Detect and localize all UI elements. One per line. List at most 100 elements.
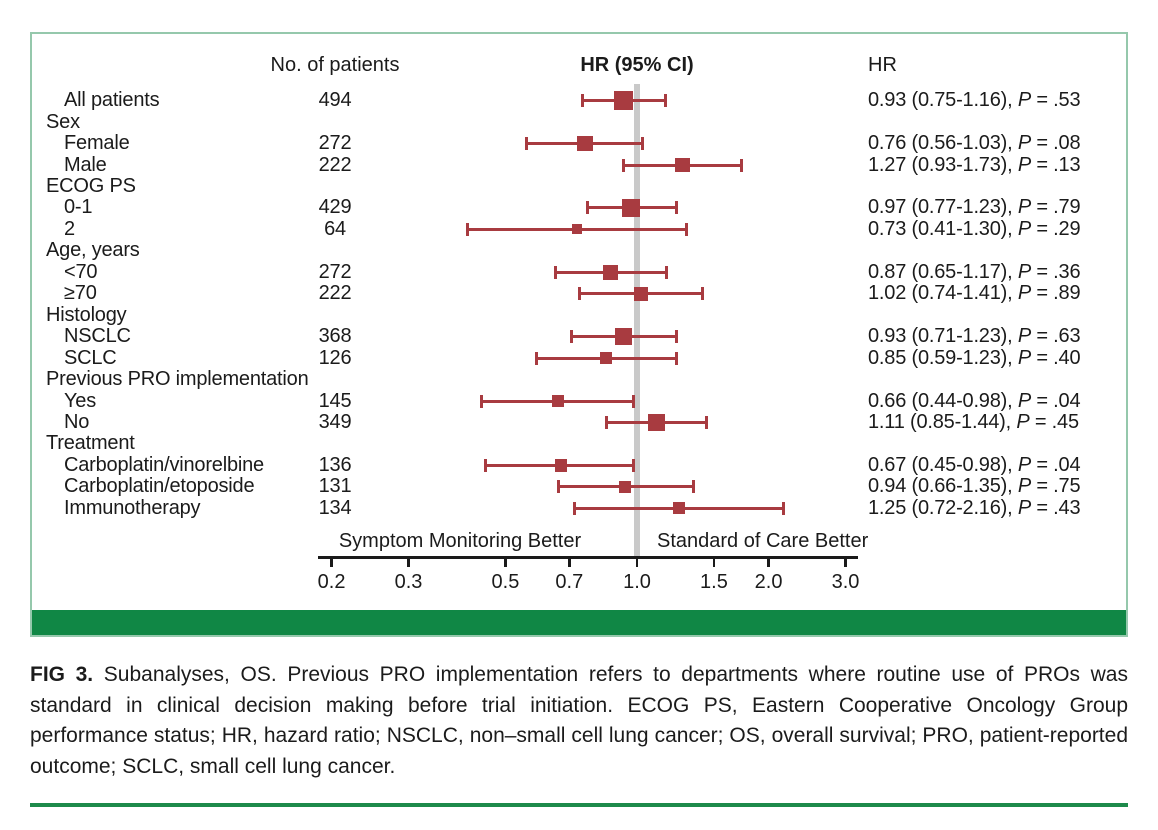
row-patient-count: 222	[318, 153, 352, 176]
ci-cap-right	[631, 458, 635, 472]
row-label: NSCLC	[64, 325, 131, 348]
row-patient-count: 131	[318, 475, 352, 498]
row-hr-text: 0.73 (0.41-1.30), P = .29	[868, 217, 1081, 240]
row-hr-text: 0.66 (0.44-0.98), P = .04	[868, 389, 1081, 412]
x-axis-tick-label: 0.2	[317, 571, 346, 593]
row-patient-count: 126	[318, 346, 352, 369]
hr-square	[622, 198, 641, 217]
ci-cap-left	[479, 394, 483, 408]
row-hr-text: 0.85 (0.59-1.23), P = .40	[868, 346, 1081, 369]
ci-cap-left	[580, 94, 584, 108]
x-axis-tick	[635, 559, 639, 567]
ci-cap-right	[692, 480, 696, 494]
ci-cap-right	[674, 330, 678, 344]
patients-column-header: No. of patients	[270, 54, 400, 76]
row-hr-text: 1.27 (0.93-1.73), P = .13	[868, 153, 1081, 176]
hr-square	[614, 328, 632, 346]
row-patient-count: 272	[318, 260, 352, 283]
x-axis-tick-label: 0.7	[555, 571, 584, 593]
row-patient-count: 494	[318, 89, 352, 112]
row-patient-count: 272	[318, 132, 352, 155]
row-group-label: Age, years	[46, 239, 140, 262]
ci-cap-right	[665, 265, 669, 279]
hr-square	[648, 414, 666, 431]
row-group-label: Sex	[46, 110, 80, 133]
row-patient-count: 222	[318, 282, 352, 305]
ci-cap-right	[631, 394, 635, 408]
row-patient-count: 368	[318, 325, 352, 348]
row-hr-text: 0.76 (0.56-1.03), P = .08	[868, 132, 1081, 155]
row-hr-text: 0.94 (0.66-1.35), P = .75	[868, 475, 1081, 498]
row-patient-count: 64	[324, 217, 346, 240]
panel-footer-bar	[32, 610, 1126, 635]
row-label: Carboplatin/etoposide	[64, 475, 255, 498]
x-axis-tick	[330, 559, 333, 567]
bottom-rule	[30, 803, 1128, 807]
x-axis-tick-label: 0.5	[491, 571, 520, 593]
row-label: SCLC	[64, 346, 117, 369]
ci-cap-left	[621, 158, 625, 172]
row-label: Yes	[64, 389, 97, 412]
row-hr-text: 1.25 (0.72-2.16), P = .43	[868, 496, 1081, 519]
row-label: No	[64, 410, 90, 433]
row-hr-text: 0.87 (0.65-1.17), P = .36	[868, 260, 1081, 283]
ci-cap-left	[553, 265, 557, 279]
reference-line	[634, 84, 640, 557]
left-direction-label: Symptom Monitoring Better	[338, 530, 582, 552]
ci-cap-left	[578, 287, 582, 301]
row-patient-count: 429	[318, 196, 352, 219]
ci-cap-left	[525, 137, 529, 151]
ci-cap-left	[535, 351, 539, 365]
ci-cap-right	[663, 94, 667, 108]
row-label: Male	[64, 153, 107, 176]
x-axis-tick-label: 0.3	[394, 571, 423, 593]
row-patient-count: 145	[318, 389, 352, 412]
row-hr-text: 1.02 (0.74-1.41), P = .89	[868, 282, 1081, 305]
x-axis-tick-label: 2.0	[754, 571, 783, 593]
row-patient-count: 349	[318, 410, 352, 433]
row-hr-text: 0.93 (0.71-1.23), P = .63	[868, 325, 1081, 348]
ci-cap-left	[604, 415, 608, 429]
hr-column-header: HR	[868, 54, 897, 76]
hr-square	[577, 135, 593, 152]
ci-cap-left	[573, 501, 577, 515]
ci-cap-right	[641, 137, 645, 151]
row-patient-count: 136	[318, 453, 352, 476]
ci-cap-right	[739, 158, 743, 172]
x-axis-tick	[504, 559, 507, 567]
x-axis-tick-label: 1.0	[623, 571, 651, 593]
row-label: Female	[64, 132, 130, 155]
ci-cap-left	[585, 201, 589, 215]
row-label: Immunotherapy	[64, 496, 201, 519]
x-axis-tick-label: 1.5	[700, 571, 728, 593]
row-group-label: Previous PRO implementation	[46, 368, 309, 391]
plot-column-header: HR (95% CI)	[580, 54, 694, 76]
hr-square	[551, 394, 565, 408]
caption-text: Subanalyses, OS. Previous PRO implementa…	[30, 663, 1128, 778]
ci-cap-left	[570, 330, 574, 344]
row-label: 0-1	[64, 196, 93, 219]
row-label: 2	[64, 217, 75, 240]
ci-cap-right	[674, 351, 678, 365]
caption-label: FIG 3.	[30, 663, 94, 686]
ci-cap-right	[674, 201, 678, 215]
right-direction-label: Standard of Care Better	[657, 530, 869, 552]
figure-panel	[30, 32, 1128, 637]
x-axis-tick	[767, 559, 770, 567]
hr-square	[572, 224, 583, 235]
ci-cap-right	[781, 501, 785, 515]
row-hr-text: 0.93 (0.75-1.16), P = .53	[868, 89, 1081, 112]
figure-caption: FIG 3. Subanalyses, OS. Previous PRO imp…	[30, 660, 1128, 782]
row-label: Carboplatin/vinorelbine	[64, 453, 264, 476]
row-hr-text: 0.67 (0.45-0.98), P = .04	[868, 453, 1081, 476]
row-group-label: Histology	[46, 303, 127, 326]
hr-square	[633, 286, 648, 301]
row-hr-text: 1.11 (0.85-1.44), P = .45	[868, 410, 1079, 433]
row-patient-count: 134	[318, 496, 352, 519]
hr-square	[675, 157, 690, 173]
ci-cap-left	[483, 458, 487, 472]
x-axis-line	[318, 556, 858, 559]
x-axis-tick	[712, 559, 716, 567]
